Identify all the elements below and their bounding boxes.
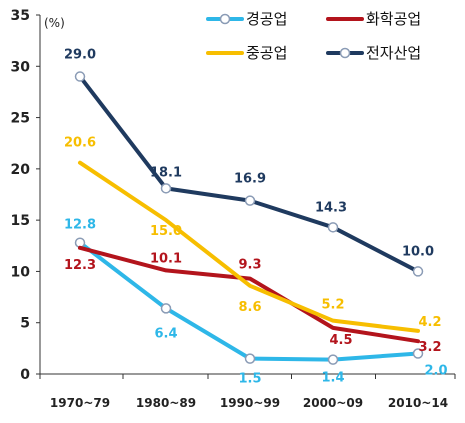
data-label: 14.3 — [315, 200, 347, 215]
data-label: 2.0 — [424, 363, 447, 378]
y-unit-label: (%) — [44, 16, 65, 30]
data-label: 20.6 — [64, 136, 96, 151]
x-tick-label: 1970~79 — [50, 396, 110, 410]
series-line — [78, 245, 420, 344]
data-point — [412, 348, 424, 359]
data-point — [327, 222, 339, 233]
data-point — [160, 183, 172, 194]
legend-entry-label: 전자산업 — [366, 44, 421, 62]
data-label: 10.0 — [402, 244, 434, 259]
legend-marker — [339, 47, 351, 59]
data-label: 5.2 — [321, 298, 344, 313]
data-label: 12.8 — [64, 218, 96, 233]
y-tick-label: 10 — [11, 264, 31, 280]
legend-entry-label: 화학공업 — [366, 10, 421, 28]
y-tick-label: 0 — [20, 367, 30, 383]
data-label: 15.0 — [150, 224, 182, 239]
y-tick-label: 25 — [11, 111, 30, 127]
data-point — [74, 71, 86, 82]
y-tick-label: 30 — [11, 59, 31, 75]
x-tick-label: 1990~99 — [220, 396, 280, 410]
data-label: 8.6 — [238, 300, 261, 315]
data-label: 3.2 — [418, 340, 441, 355]
x-tick-label: 2000~09 — [303, 396, 363, 410]
series-line — [78, 160, 420, 333]
data-label: 4.5 — [329, 333, 352, 348]
data-label: 1.4 — [321, 371, 344, 386]
data-label: 9.3 — [238, 258, 261, 273]
x-tick-label: 1980~89 — [136, 396, 196, 410]
y-tick-label: 5 — [20, 316, 30, 332]
y-tick-label: 15 — [11, 213, 30, 229]
data-point — [244, 195, 256, 206]
data-point — [160, 303, 172, 314]
y-tick-label: 20 — [11, 162, 31, 178]
y-tick-label: 35 — [11, 8, 30, 24]
data-point — [244, 353, 256, 364]
data-label: 6.4 — [154, 326, 177, 341]
legend-marker — [219, 13, 231, 25]
data-label: 29.0 — [64, 48, 96, 63]
legend-entry-label: 경공업 — [246, 10, 287, 28]
legend-entry-label: 중공업 — [246, 44, 287, 62]
data-label: 1.5 — [238, 372, 261, 387]
data-label: 16.9 — [234, 172, 266, 187]
data-label: 4.2 — [418, 315, 441, 330]
data-label: 18.1 — [150, 165, 182, 180]
data-label: 12.3 — [64, 258, 96, 273]
data-point — [412, 266, 424, 277]
data-label: 10.1 — [150, 251, 182, 266]
x-tick-label: 2010~14 — [388, 396, 448, 410]
data-point — [327, 354, 339, 365]
